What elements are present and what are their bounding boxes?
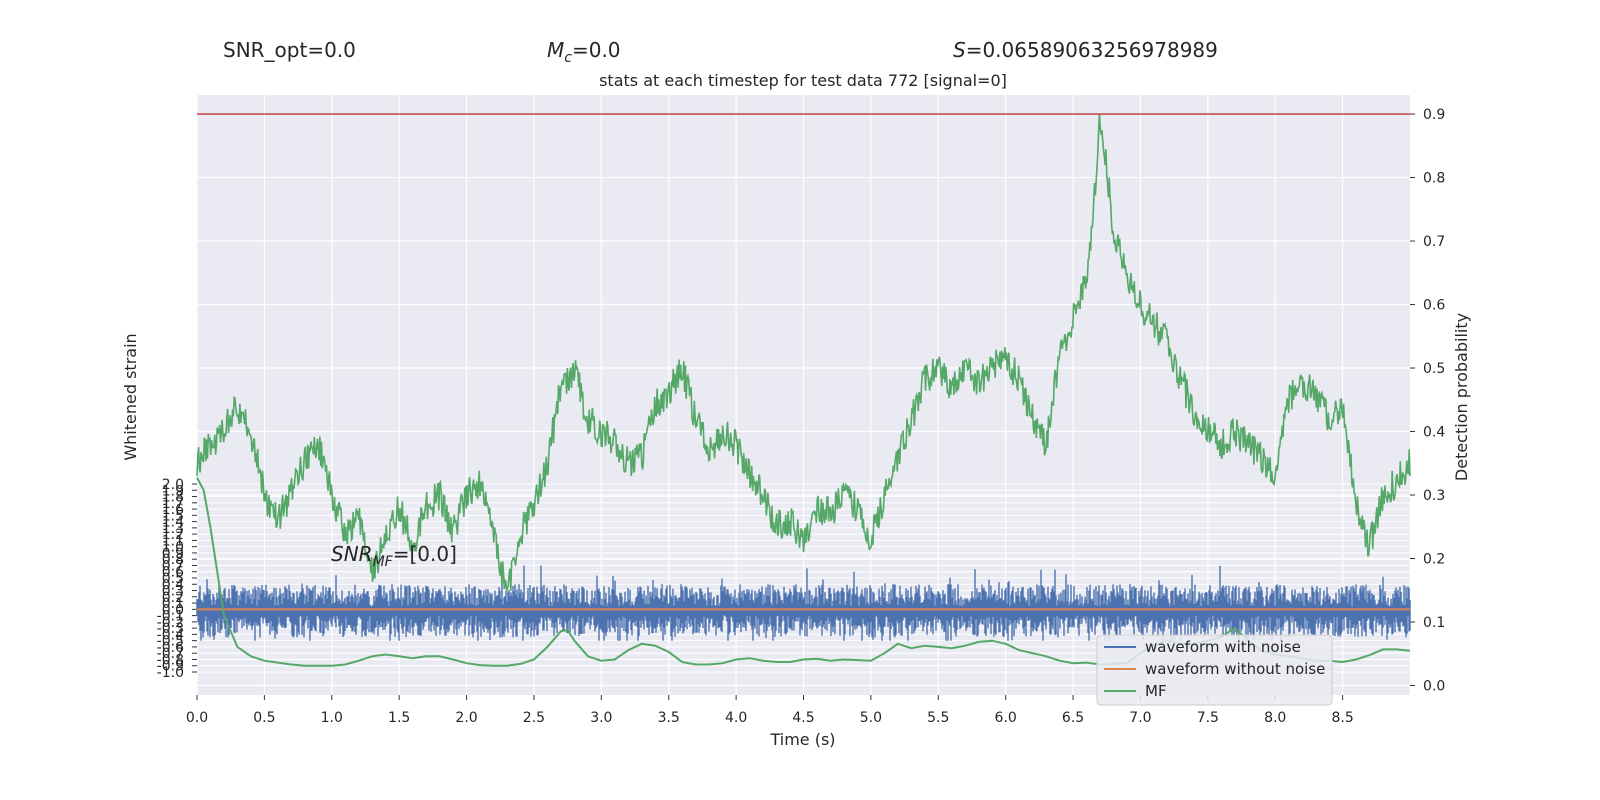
x-tick-label: 3.5 [658, 710, 680, 726]
right-tick-label: 0.1 [1423, 615, 1445, 631]
x-tick-label: 8.0 [1264, 710, 1286, 726]
legend-label-waveform-with-noise: waveform with noise [1145, 638, 1301, 656]
left-tick-label: 0.7 [162, 558, 184, 574]
legend-label-mf: MF [1145, 682, 1167, 700]
left-tick-label: -0.3 [157, 621, 184, 637]
left-tick-label: 0.1 [162, 596, 184, 612]
left-tick-label: 1.9 [162, 483, 184, 499]
legend-box [1096, 634, 1333, 706]
left-tick-label: 0.3 [162, 584, 184, 600]
left-tick-label: -0.8 [157, 652, 184, 668]
left-tick-label: 1.4 [162, 515, 184, 531]
x-tick-label: 4.0 [725, 710, 747, 726]
right-axis-label: Detection probability [1452, 313, 1471, 481]
detection-probability-line [196, 113, 1411, 592]
x-tick-label: 8.5 [1331, 710, 1353, 726]
chirp-mass-label: Mc=0.0 [547, 38, 621, 66]
left-tick-label: 0.2 [162, 590, 184, 606]
left-tick-label: 1.2 [162, 527, 184, 543]
right-tick-label: 0.4 [1423, 425, 1445, 441]
snr-mf-subscript: MF [373, 554, 394, 570]
left-tick-label: -0.7 [157, 646, 184, 662]
left-tick-label: 1.5 [162, 508, 184, 524]
chirp-mass-subscript: c [564, 50, 572, 66]
x-tick-label: 6.0 [995, 710, 1017, 726]
left-tick-label: 0.6 [162, 565, 184, 581]
snr-mf-value: =[0.0] [393, 542, 457, 566]
x-tick-label: 1.0 [321, 710, 343, 726]
left-tick-label: -0.6 [157, 640, 184, 656]
right-tick-label: 0.3 [1423, 488, 1445, 504]
x-tick-label: 0.5 [253, 710, 275, 726]
snr-opt-label: SNR_opt=0.0 [223, 38, 356, 62]
left-gridlines [197, 483, 1410, 673]
chart-title: stats at each timestep for test data 772… [599, 71, 1007, 90]
right-tick-label: 0.7 [1423, 234, 1445, 250]
right-tick-label: 0.0 [1423, 678, 1445, 694]
x-tick-label: 6.5 [1062, 710, 1084, 726]
left-tick-label: -0.5 [157, 634, 184, 650]
snr-mf-symbol: SNR [331, 542, 373, 566]
left-axis-ticks: -1.0-0.9-0.8-0.7-0.6-0.5-0.4-0.3-0.2-0.1… [157, 477, 197, 681]
left-axis-label: Whitened strain [121, 333, 140, 460]
left-tick-label: 1.1 [162, 533, 184, 549]
left-tick-label: 1.3 [162, 521, 184, 537]
left-tick-label: -0.1 [157, 609, 184, 625]
x-tick-label: 4.5 [792, 710, 814, 726]
x-tick-label: 7.0 [1129, 710, 1151, 726]
right-tick-label: 0.6 [1423, 298, 1445, 314]
s-stat-value: =0.06589063256978989 [965, 38, 1218, 62]
left-tick-label: -0.9 [157, 659, 184, 675]
chirp-mass-value: =0.0 [571, 38, 621, 62]
legend: waveform with noise waveform without noi… [1096, 634, 1333, 706]
x-axis-ticks: 0.0 0.5 1.0 1.5 2.0 2.5 3.0 3.5 4.0 4.5 5.0 5.5 6.0 6… [186, 695, 1354, 726]
left-tick-label: -1.0 [157, 665, 184, 681]
snr-opt-text: SNR_opt=0.0 [223, 38, 356, 62]
x-tick-label: 2.0 [455, 710, 477, 726]
left-tick-label: 0.9 [162, 546, 184, 562]
right-axis-ticks: 0.0 0.1 0.2 0.3 0.4 0.5 0.6 0.7 0.8 0.9 [1410, 107, 1445, 694]
legend-label-waveform-without-noise: waveform without noise [1145, 660, 1325, 678]
x-tick-label: 5.0 [860, 710, 882, 726]
s-stat-symbol: S [953, 38, 966, 62]
left-tick-label: 0.8 [162, 552, 184, 568]
x-tick-label: 1.5 [388, 710, 410, 726]
left-tick-label: 1.7 [162, 496, 184, 512]
left-tick-label: 1.8 [162, 490, 184, 506]
left-tick-label: 0.5 [162, 571, 184, 587]
left-tick-label: -0.2 [157, 615, 184, 631]
right-tick-label: 0.5 [1423, 361, 1445, 377]
left-tick-label: 2.0 [162, 477, 184, 493]
left-tick-label: 0.4 [162, 577, 184, 593]
left-tick-label: 1.6 [162, 502, 184, 518]
snr-mf-annotation: SNRMF=[0.0] [331, 542, 457, 570]
x-axis-label: Time (s) [769, 730, 835, 749]
x-tick-label: 0.0 [186, 710, 208, 726]
s-stat-label: S=0.06589063256978989 [953, 38, 1218, 62]
left-tick-label: -0.4 [157, 627, 184, 643]
right-tick-label: 0.9 [1423, 107, 1445, 123]
x-tick-label: 2.5 [523, 710, 545, 726]
x-tick-label: 3.0 [590, 710, 612, 726]
right-tick-label: 0.2 [1423, 551, 1445, 567]
left-tick-label: 1.0 [162, 540, 184, 556]
right-tick-label: 0.8 [1423, 171, 1445, 187]
x-tick-label: 5.5 [927, 710, 949, 726]
x-tick-label: 7.5 [1197, 710, 1219, 726]
chirp-mass-symbol: M [547, 38, 565, 62]
left-tick-label: 0.0 [162, 602, 184, 618]
